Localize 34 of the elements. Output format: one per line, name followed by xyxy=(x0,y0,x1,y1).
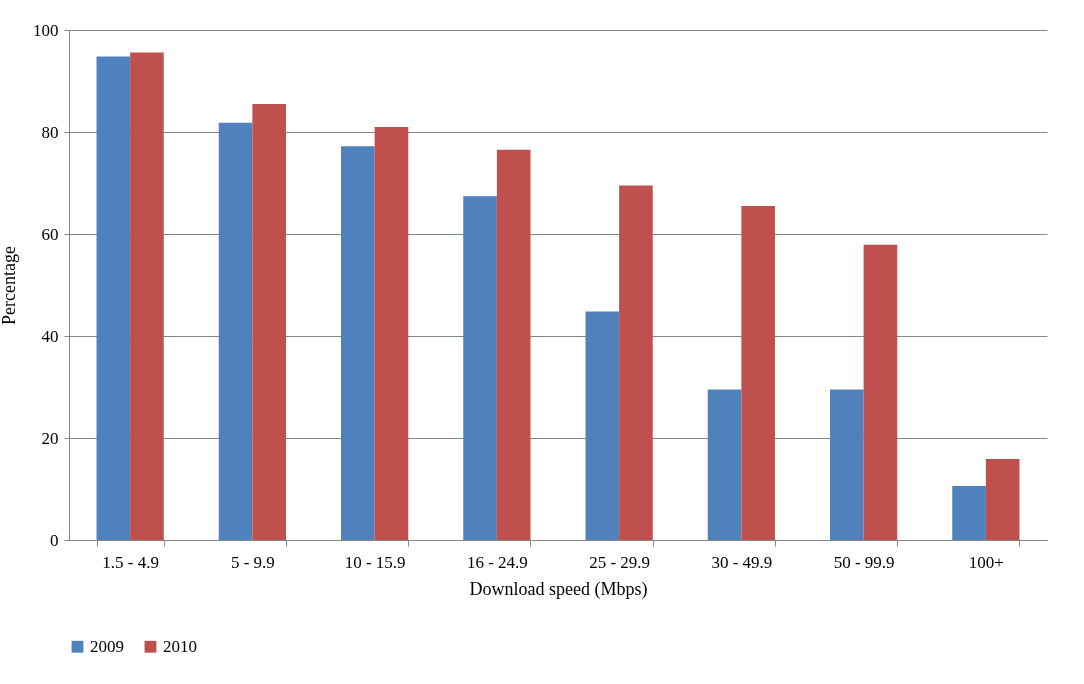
y-tick-label: 100 xyxy=(33,20,59,40)
x-tick-label: 1.5 - 4.9 xyxy=(102,552,159,572)
x-tick-label: 30 - 49.9 xyxy=(711,552,773,572)
x-tick-label: 16 - 24.9 xyxy=(466,552,528,572)
bar xyxy=(252,103,286,540)
y-tick-label: 80 xyxy=(41,122,59,142)
bar xyxy=(619,185,653,540)
bar xyxy=(341,146,375,540)
bar xyxy=(952,485,986,540)
bar xyxy=(218,122,253,540)
x-tick-label: 5 - 9.9 xyxy=(230,552,275,572)
legend-label: 2010 xyxy=(163,636,197,656)
y-tick-label: 60 xyxy=(41,224,59,244)
bar xyxy=(830,389,864,540)
y-tick-label: 0 xyxy=(50,530,59,550)
y-tick-label: 40 xyxy=(41,326,59,346)
bar xyxy=(707,389,742,540)
bar xyxy=(741,205,775,540)
bar xyxy=(96,56,131,540)
x-tick-label: 50 - 99.9 xyxy=(833,552,895,572)
bar xyxy=(496,149,531,540)
bar xyxy=(130,52,164,540)
legend-label: 2009 xyxy=(90,636,124,656)
bar xyxy=(985,458,1020,540)
x-tick-label: 25 - 29.9 xyxy=(589,552,651,572)
y-axis-title: Percentage xyxy=(0,246,19,325)
bar xyxy=(863,244,898,540)
bar xyxy=(463,196,497,540)
y-tick-label: 20 xyxy=(41,428,59,448)
x-axis-title: Download speed (Mbps) xyxy=(469,578,648,600)
bar xyxy=(374,126,409,540)
x-tick-label: 10 - 15.9 xyxy=(344,552,406,572)
bar xyxy=(585,311,620,540)
x-tick-label: 100+ xyxy=(968,552,1004,572)
